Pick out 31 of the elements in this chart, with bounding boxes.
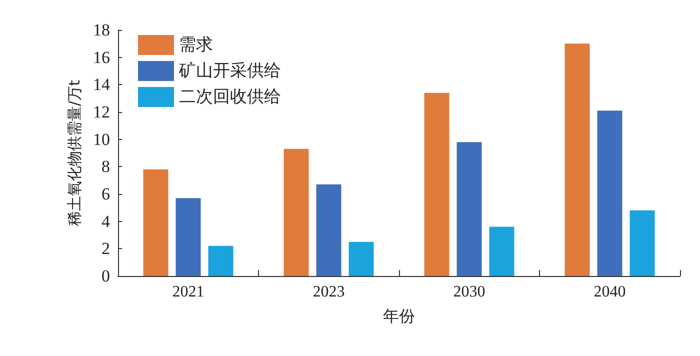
y-axis-title: 稀土氧化物供需量/万t — [66, 80, 84, 226]
bar — [348, 242, 374, 276]
x-tick-label: 2021 — [172, 284, 204, 300]
x-tick-label: 2030 — [453, 284, 486, 300]
bar — [456, 142, 482, 276]
y-tick-label: 2 — [102, 239, 110, 258]
bar — [564, 44, 590, 276]
bar — [630, 210, 655, 276]
y-tick-label: 8 — [102, 157, 110, 176]
bar — [284, 148, 309, 276]
legend-label: 二次回收供给 — [179, 87, 281, 107]
legend-label: 矿山开采供给 — [178, 61, 281, 81]
bar — [424, 92, 450, 276]
bar — [489, 226, 514, 276]
y-tick-label: 14 — [93, 75, 110, 94]
bar — [597, 110, 622, 276]
y-tick-label: 10 — [93, 130, 110, 149]
y-tick-label: 4 — [102, 212, 110, 231]
y-tick-label: 0 — [102, 266, 110, 286]
x-tick-label: 2040 — [594, 284, 626, 300]
y-tick-label: 12 — [93, 102, 110, 122]
x-tick-label: 2023 — [312, 284, 345, 300]
x-axis-title: 年份 — [383, 306, 415, 326]
y-tick-label: 6 — [102, 184, 110, 204]
bar — [143, 169, 168, 276]
bar — [176, 198, 201, 276]
bar — [208, 246, 234, 276]
legend-label: 需求 — [179, 35, 213, 55]
bar — [316, 184, 342, 276]
y-tick-label: 18 — [93, 20, 110, 40]
y-tick-label: 16 — [93, 48, 110, 67]
